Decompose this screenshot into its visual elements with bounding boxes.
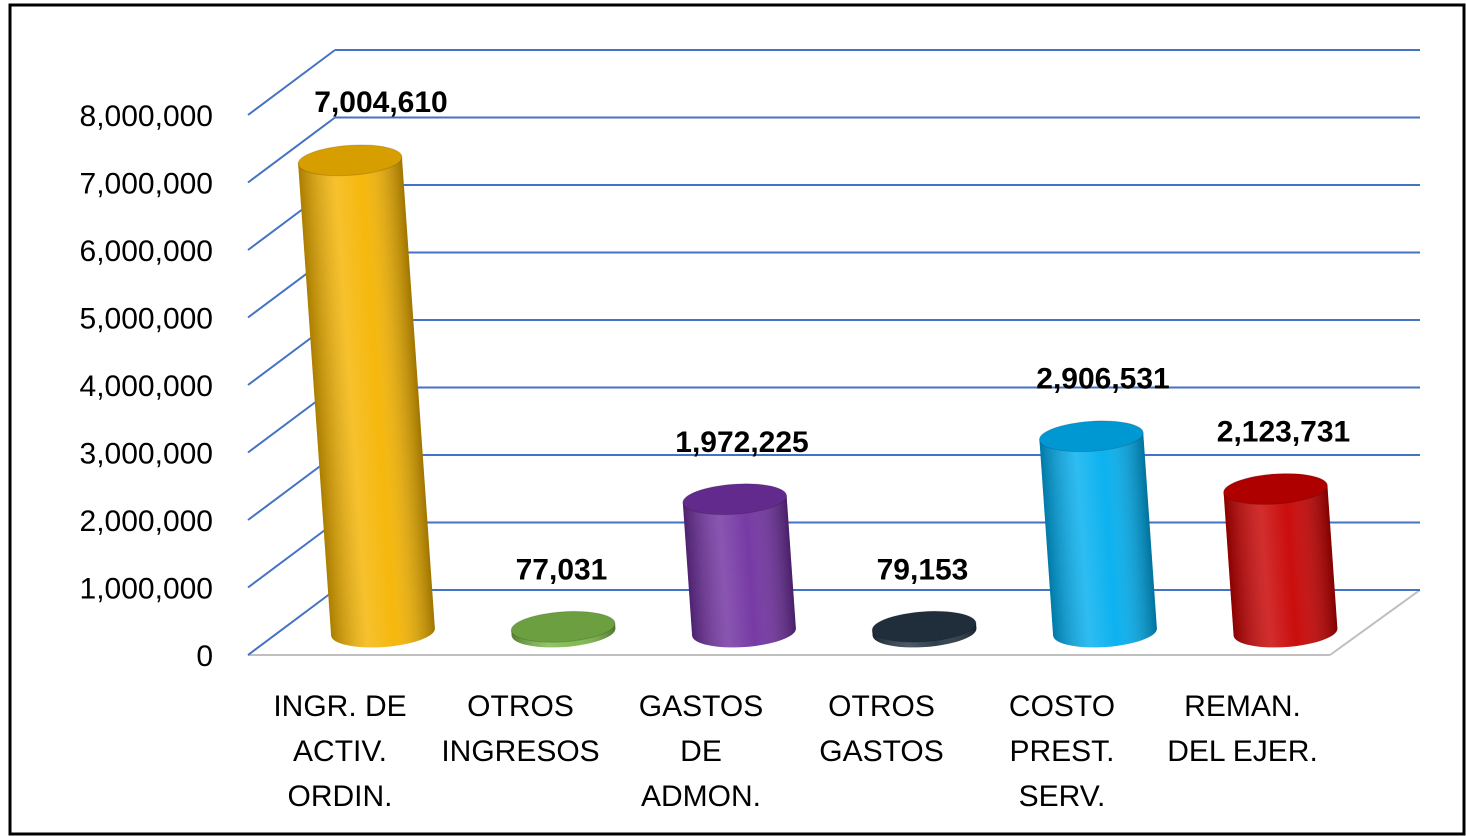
y-tick-label: 7,000,000 <box>80 167 213 200</box>
bar-shade <box>682 495 796 636</box>
bar-shade <box>298 156 435 636</box>
y-tick-label: 5,000,000 <box>80 302 213 335</box>
value-label: 2,906,531 <box>1036 363 1169 396</box>
y-tick-label: 4,000,000 <box>80 370 213 403</box>
cylinder <box>682 483 796 648</box>
floor-side <box>1329 589 1421 656</box>
grid-line-side <box>247 49 336 116</box>
cylinder-top <box>510 610 616 643</box>
cylinder-top <box>871 610 977 643</box>
y-tick-label: 8,000,000 <box>80 100 213 133</box>
x-tick-label: REMAN. DEL EJER. <box>1167 690 1318 768</box>
value-label: 79,153 <box>877 554 969 587</box>
cylinder-top <box>1038 420 1144 453</box>
cylinder-top <box>1223 473 1328 505</box>
x-tick-label: INGR. DE ACTIV. ORDIN. <box>273 690 407 813</box>
chart-border <box>8 3 1466 836</box>
cylinder-top-shade <box>1223 473 1328 505</box>
cylinder-top-shade <box>298 144 402 176</box>
cylinder-top-shade <box>511 611 616 643</box>
x-tick-label: GASTOS DE ADMON. <box>638 690 764 813</box>
bar-shade <box>1039 432 1157 636</box>
cylinder-top <box>682 483 788 516</box>
cylinder <box>1038 420 1157 648</box>
cylinder-top-shade <box>682 483 787 515</box>
cylinder-top <box>297 144 403 177</box>
value-label: 7,004,610 <box>314 86 447 119</box>
value-label: 2,123,731 <box>1217 416 1350 449</box>
x-tick-label: OTROS GASTOS <box>819 690 944 768</box>
cylinder <box>510 610 616 648</box>
grid-line-side <box>247 521 336 589</box>
y-tick-label: 3,000,000 <box>80 437 213 470</box>
value-label: 77,031 <box>516 554 608 587</box>
cylinder <box>1223 473 1338 648</box>
bar-shade <box>1223 485 1338 636</box>
cylinder-top-shade <box>872 611 977 643</box>
cylinder <box>297 144 435 648</box>
y-tick-label: 1,000,000 <box>80 572 213 605</box>
x-tick-label: OTROS INGRESOS <box>441 690 600 768</box>
grid-line-side <box>247 116 336 184</box>
y-tick-label: 2,000,000 <box>80 505 213 538</box>
value-label: 1,972,225 <box>675 426 808 459</box>
cylinder <box>871 610 977 648</box>
grid-line-side <box>247 589 336 656</box>
y-tick-label: 0 <box>196 640 213 673</box>
y-tick-label: 6,000,000 <box>80 235 213 268</box>
cylinder-top-shade <box>1039 420 1144 452</box>
x-tick-label: COSTO PREST. SERV. <box>1008 690 1116 813</box>
